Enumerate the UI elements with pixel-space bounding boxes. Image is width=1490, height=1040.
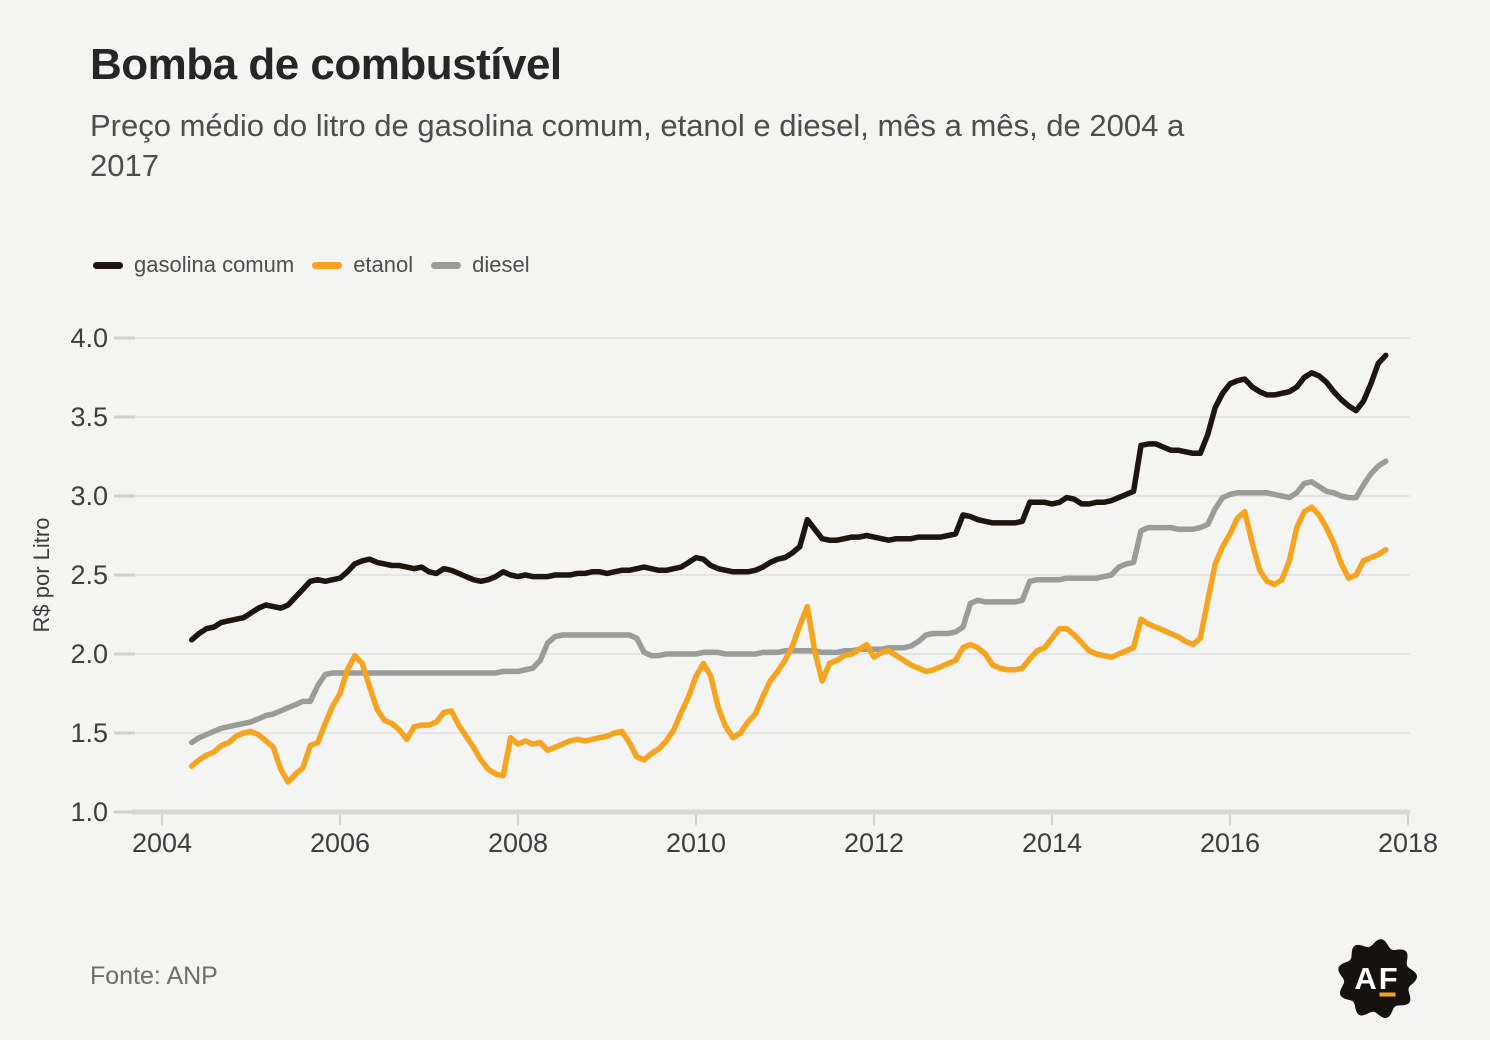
x-tick-label-2012: 2012 [844,828,904,858]
series-line-etanol [188,504,1389,785]
logo-badge-shape [1338,939,1418,1019]
legend-item-etanol: etanol [312,252,413,278]
legend-label: gasolina comum [134,252,295,277]
x-tick-label-2018: 2018 [1378,828,1438,858]
logo-text: AF [1354,961,1399,996]
y-tick-label-3.5: 3.5 [70,402,108,432]
y-tick-label-3: 3.0 [70,481,108,511]
chart-subtitle: Preço médio do litro de gasolina comum, … [90,108,1185,183]
logo-accent-underline [1379,992,1396,997]
legend-item-diesel: diesel [431,252,530,278]
af-logo: AF [1338,939,1418,1019]
legend-swatch [431,261,462,269]
y-tick-label-1: 1.0 [70,797,108,827]
x-tick-label-2014: 2014 [1022,828,1082,858]
series-line-gasolina-comum [188,352,1389,643]
x-tick-label-2010: 2010 [666,828,726,858]
legend-swatch [312,261,343,269]
legend-label: etanol [353,252,414,277]
x-tick-label-2008: 2008 [488,828,548,858]
x-tick-label-2004: 2004 [132,828,192,858]
source-note: Fonte: ANP [90,962,218,990]
x-tick-label-2016: 2016 [1200,828,1260,858]
y-tick-label-4: 4.0 [70,323,108,353]
legend-swatch [93,261,123,269]
y-tick-label-2.5: 2.5 [70,560,108,590]
legend-label: diesel [472,252,530,277]
x-tick-label-2006: 2006 [310,828,370,858]
legend-item-gasolina-comum: gasolina comum [93,252,294,278]
chart-legend: gasolina comum etanol diesel [93,252,530,278]
y-tick-label-1.5: 1.5 [70,718,108,748]
page-title: Bomba de combustível [90,40,562,89]
y-tick-label-2: 2.0 [70,639,108,669]
